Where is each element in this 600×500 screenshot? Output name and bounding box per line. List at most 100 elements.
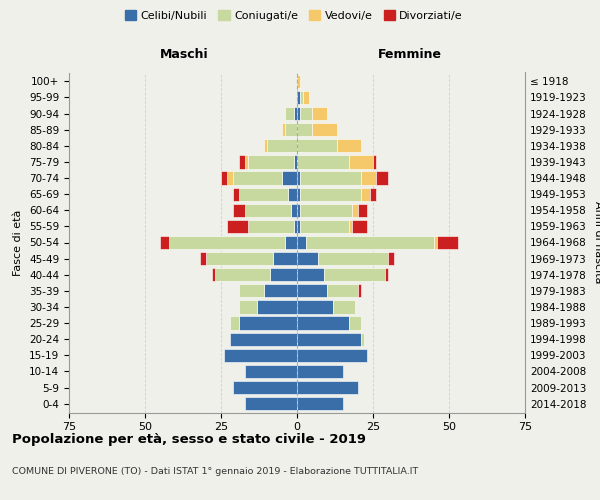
Bar	[434, 236, 437, 249]
Bar	[297, 365, 343, 378]
Bar	[245, 397, 297, 410]
Bar	[349, 316, 361, 330]
Bar	[349, 156, 373, 168]
Bar	[282, 123, 285, 136]
Bar	[248, 220, 294, 233]
Bar	[282, 172, 297, 184]
Bar	[358, 284, 361, 298]
Bar	[437, 236, 458, 249]
Bar	[233, 172, 282, 184]
Bar	[325, 268, 385, 281]
Bar	[291, 204, 297, 217]
Bar	[300, 220, 349, 233]
Text: Popolazione per età, sesso e stato civile - 2019: Popolazione per età, sesso e stato civil…	[12, 432, 366, 446]
Text: Femmine: Femmine	[377, 48, 442, 61]
Bar	[263, 284, 297, 298]
Bar	[297, 332, 361, 346]
Bar	[294, 156, 297, 168]
Bar	[300, 172, 361, 184]
Bar	[285, 123, 297, 136]
Bar	[297, 188, 300, 201]
Bar	[233, 381, 297, 394]
Bar	[160, 236, 169, 249]
Bar	[263, 139, 266, 152]
Bar	[233, 204, 245, 217]
Bar	[334, 300, 355, 314]
Bar	[361, 172, 376, 184]
Bar	[385, 268, 388, 281]
Bar	[227, 172, 233, 184]
Bar	[297, 139, 337, 152]
Bar	[297, 316, 349, 330]
Bar	[337, 139, 361, 152]
Bar	[352, 220, 367, 233]
Text: Maschi: Maschi	[160, 48, 209, 61]
Bar	[297, 91, 300, 104]
Bar	[221, 172, 227, 184]
Bar	[239, 188, 288, 201]
Bar	[297, 220, 300, 233]
Bar	[297, 284, 328, 298]
Bar	[297, 252, 318, 265]
Bar	[300, 204, 352, 217]
Y-axis label: Fasce di età: Fasce di età	[13, 210, 23, 276]
Bar	[224, 348, 297, 362]
Bar	[215, 268, 269, 281]
Bar	[303, 91, 309, 104]
Y-axis label: Anni di nascita: Anni di nascita	[593, 201, 600, 283]
Bar	[230, 332, 297, 346]
Bar	[297, 156, 349, 168]
Bar	[297, 236, 306, 249]
Bar	[297, 75, 300, 88]
Bar	[245, 156, 248, 168]
Bar	[297, 268, 325, 281]
Bar	[328, 284, 358, 298]
Bar	[230, 316, 239, 330]
Bar	[200, 252, 206, 265]
Bar	[358, 204, 367, 217]
Bar	[297, 204, 300, 217]
Bar	[361, 188, 370, 201]
Bar	[272, 252, 297, 265]
Bar	[297, 123, 312, 136]
Bar	[361, 332, 364, 346]
Bar	[212, 268, 215, 281]
Bar	[352, 204, 358, 217]
Bar	[245, 204, 291, 217]
Bar	[245, 365, 297, 378]
Bar	[239, 300, 257, 314]
Bar	[370, 188, 376, 201]
Bar	[300, 188, 361, 201]
Bar	[248, 156, 294, 168]
Bar	[239, 316, 297, 330]
Bar	[312, 107, 328, 120]
Text: COMUNE DI PIVERONE (TO) - Dati ISTAT 1° gennaio 2019 - Elaborazione TUTTITALIA.I: COMUNE DI PIVERONE (TO) - Dati ISTAT 1° …	[12, 468, 418, 476]
Bar	[297, 107, 300, 120]
Legend: Celibi/Nubili, Coniugati/e, Vedovi/e, Divorziati/e: Celibi/Nubili, Coniugati/e, Vedovi/e, Di…	[121, 6, 467, 25]
Bar	[312, 123, 337, 136]
Bar	[266, 139, 297, 152]
Bar	[373, 156, 376, 168]
Bar	[318, 252, 388, 265]
Bar	[376, 172, 388, 184]
Bar	[257, 300, 297, 314]
Bar	[269, 268, 297, 281]
Bar	[388, 252, 394, 265]
Bar	[297, 300, 334, 314]
Bar	[239, 284, 263, 298]
Bar	[169, 236, 285, 249]
Bar	[239, 156, 245, 168]
Bar	[294, 107, 297, 120]
Bar	[288, 188, 297, 201]
Bar	[297, 348, 367, 362]
Bar	[233, 188, 239, 201]
Bar	[285, 107, 294, 120]
Bar	[349, 220, 352, 233]
Bar	[297, 397, 343, 410]
Bar	[300, 91, 303, 104]
Bar	[297, 172, 300, 184]
Bar	[297, 381, 358, 394]
Bar	[206, 252, 272, 265]
Bar	[306, 236, 434, 249]
Bar	[285, 236, 297, 249]
